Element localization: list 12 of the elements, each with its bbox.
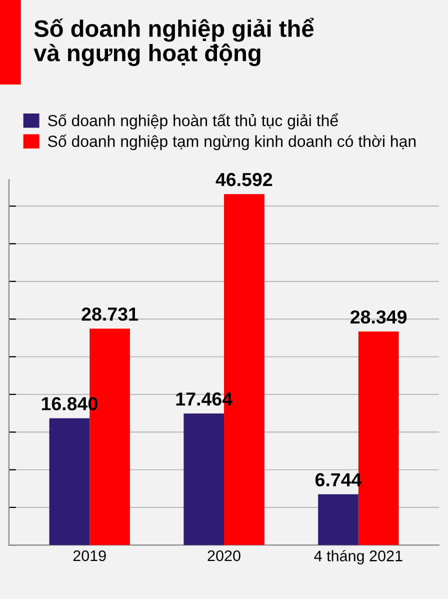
chart-title: Số doanh nghiệp giải thể và ngưng hoạt động xyxy=(34,18,314,66)
legend-label: Số doanh nghiệp tạm ngừng kinh doanh có thời hạn xyxy=(48,134,416,150)
bar xyxy=(184,414,224,546)
x-tick-label: 2020 xyxy=(208,550,240,562)
x-tick-label: 4 tháng 2021 xyxy=(314,550,402,564)
bar xyxy=(49,418,90,546)
bar xyxy=(318,494,358,546)
data-label: 46.592 xyxy=(216,172,272,186)
legend-label: Số doanh nghiệp hoàn tất thủ tục giải thể xyxy=(48,113,338,130)
x-tick-label: 2019 xyxy=(73,550,106,562)
data-label: 28.349 xyxy=(350,310,407,324)
data-label: 28.731 xyxy=(82,307,138,321)
